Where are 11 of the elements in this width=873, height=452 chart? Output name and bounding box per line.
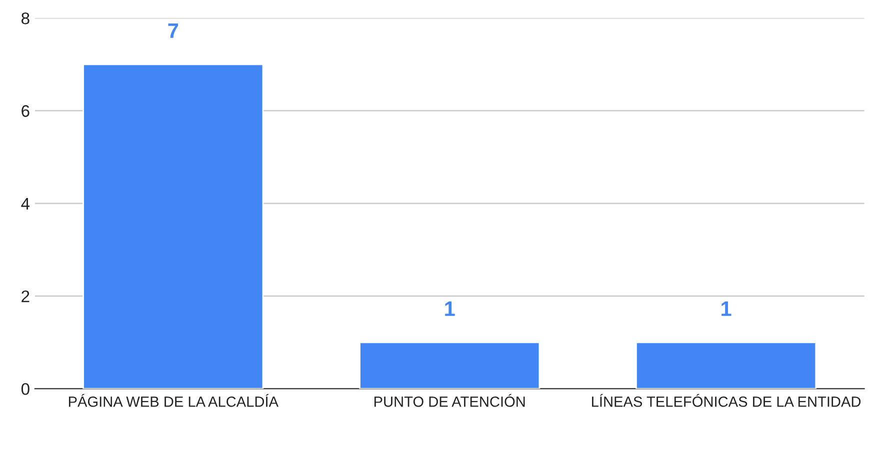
y-tick-label: 4	[21, 198, 30, 210]
data-label: 1	[445, 302, 455, 316]
y-tick-label: 8	[22, 12, 30, 24]
y-tick-label: 2	[22, 290, 30, 302]
y-tick-label: 6	[22, 105, 30, 117]
data-label: 1	[722, 302, 732, 316]
x-tick-label: PÁGINA WEB DE LA ALCALDÍA	[68, 394, 278, 407]
x-tick-label: LÍNEAS TELEFÓNICAS DE LA ENTIDAD	[592, 394, 861, 407]
x-tick-label: PUNTO DE ATENCIÓN	[374, 394, 525, 407]
data-label: 7	[168, 24, 178, 38]
y-tick-label: 0	[21, 383, 30, 395]
